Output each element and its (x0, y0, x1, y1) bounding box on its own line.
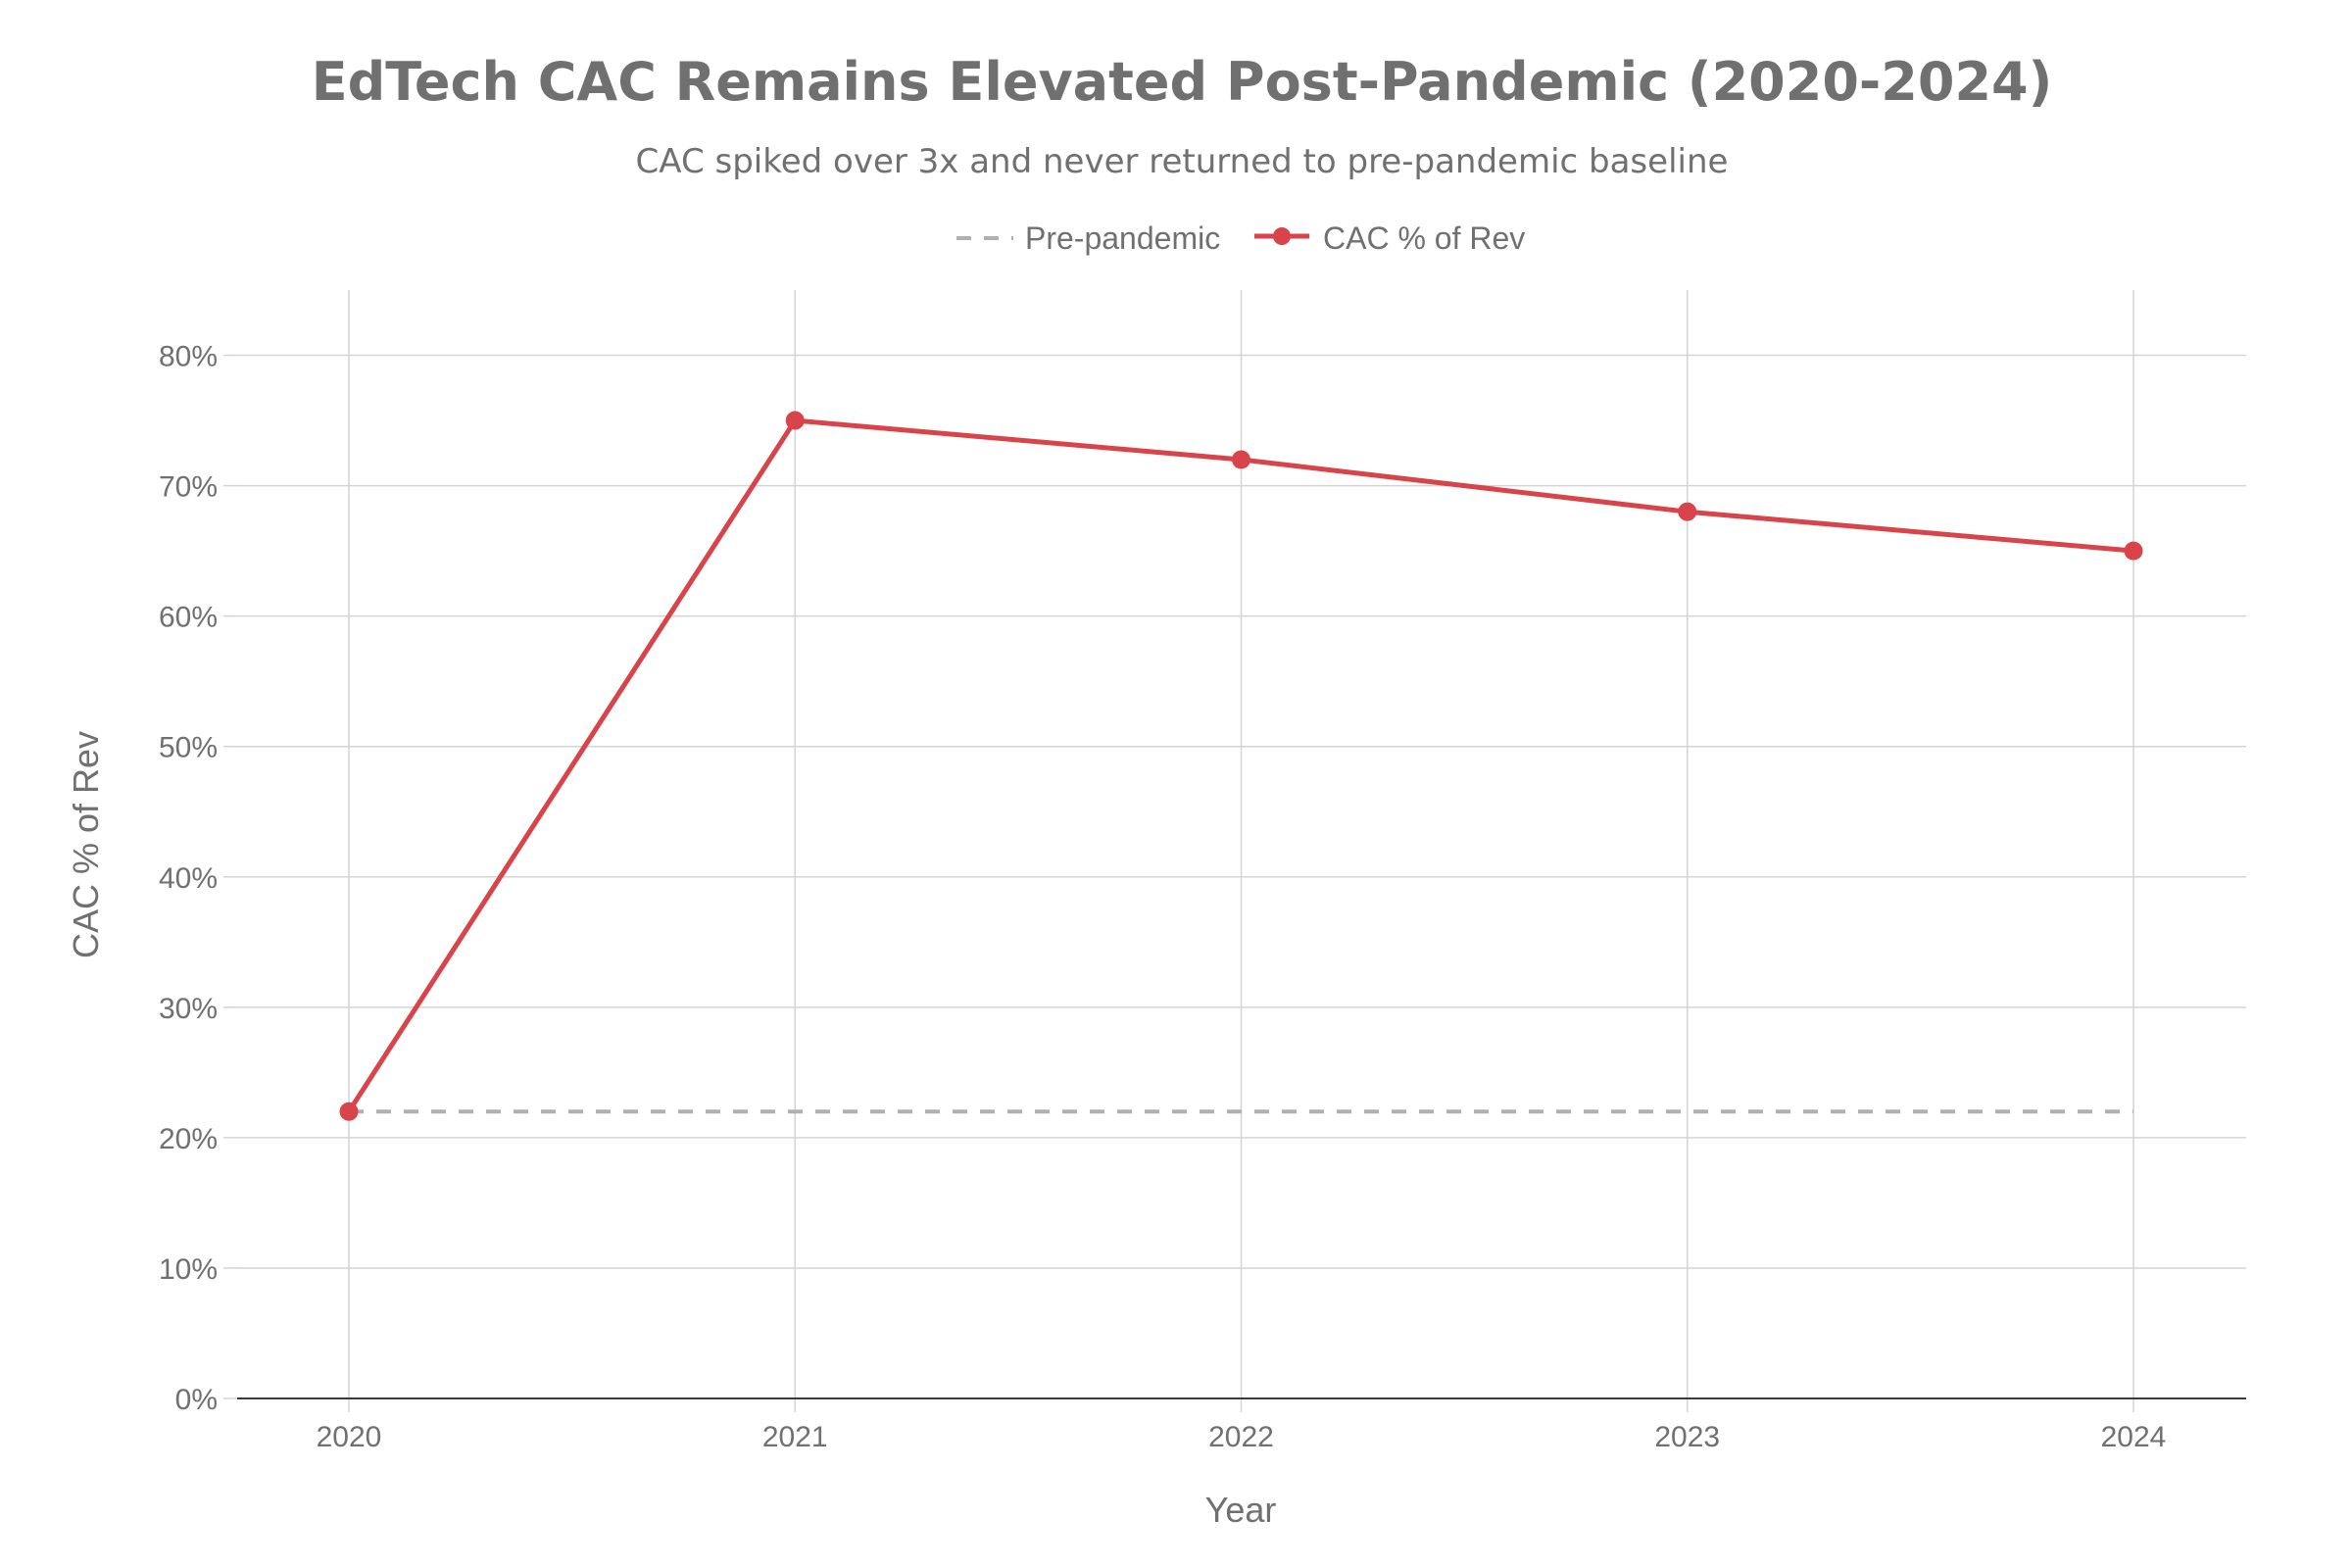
legend-marker-cac (1273, 227, 1291, 245)
plot-area (339, 411, 2143, 1121)
x-axis-title: Year (1205, 1490, 1277, 1530)
y-axis-title: CAC % of Rev (66, 731, 106, 958)
y-tick-label: 80% (159, 341, 218, 373)
chart-title: EdTech CAC Remains Elevated Post-Pandemi… (312, 51, 2053, 113)
y-tick-label: 50% (159, 732, 218, 764)
legend-label-pre-pandemic: Pre-pandemic (1025, 220, 1220, 256)
y-tick-label: 20% (159, 1123, 218, 1155)
data-point-cac-2020 (339, 1102, 359, 1121)
y-tick-label: 0% (175, 1384, 218, 1416)
y-tick-label: 30% (159, 993, 218, 1025)
chart-subtitle: CAC spiked over 3x and never returned to… (636, 142, 1729, 181)
data-point-cac-2021 (785, 411, 805, 430)
axes: 0% 10% 20% 30% 40% 50% 60% 70% 80% 2020 2021 2022 20… (159, 341, 2246, 1453)
y-tick-label: 70% (159, 471, 218, 504)
x-tick-label: 2021 (762, 1421, 828, 1453)
grid (237, 290, 2246, 1398)
x-tick-label: 2023 (1654, 1421, 1720, 1453)
x-tick-label: 2020 (317, 1421, 382, 1453)
legend-label-cac: CAC % of Rev (1323, 220, 1525, 256)
x-tick-label: 2024 (2101, 1421, 2167, 1453)
data-point-cac-2023 (1678, 502, 1697, 521)
y-tick-label: 10% (159, 1253, 218, 1286)
y-tick-label: 60% (159, 602, 218, 634)
x-tick-label: 2022 (1208, 1421, 1274, 1453)
legend: Pre-pandemic CAC % of Rev (956, 220, 1525, 256)
y-tick-label: 40% (159, 862, 218, 895)
data-point-cac-2022 (1232, 450, 1250, 469)
data-point-cac-2024 (2124, 541, 2143, 561)
